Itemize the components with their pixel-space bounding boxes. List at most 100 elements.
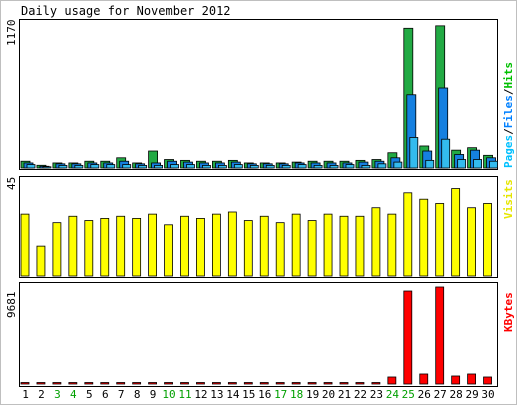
- visits-bar-day-26: [419, 198, 429, 277]
- pages-bar-day-11: [186, 164, 195, 169]
- kbytes-bar-day-18: [291, 382, 301, 385]
- kbytes-bar-day-8: [132, 382, 142, 385]
- day-label-5: 5: [86, 388, 93, 401]
- visits-bar-day-8: [132, 217, 142, 277]
- visits-bar-day-23: [371, 207, 381, 277]
- pages-bar-day-4: [74, 165, 84, 169]
- day-label-24: 24: [386, 388, 400, 401]
- kbytes-legend: KBytes: [502, 292, 515, 332]
- visits-bar-day-9: [148, 213, 158, 277]
- visits-bar-day-30: [483, 203, 492, 277]
- pages-bar-day-6: [106, 164, 116, 169]
- kbytes-bar-day-10: [164, 382, 173, 385]
- pages-bar-day-27: [441, 138, 451, 169]
- kbytes-bar-day-20: [323, 382, 333, 385]
- pages-bar-day-25: [409, 137, 419, 169]
- day-label-21: 21: [338, 388, 351, 401]
- day-label-11: 11: [178, 388, 191, 401]
- pages-bar-day-24: [393, 161, 403, 169]
- visits-bar-day-25: [403, 192, 413, 277]
- pages-bar-day-8: [138, 165, 148, 169]
- day-label-19: 19: [306, 388, 319, 401]
- day-label-6: 6: [102, 388, 109, 401]
- visits-bar-day-13: [211, 213, 221, 277]
- kbytes-bar-day-29: [467, 373, 477, 385]
- pages-bar-day-9: [154, 165, 164, 169]
- pages-bar-day-7: [122, 164, 132, 169]
- day-label-17: 17: [274, 388, 287, 401]
- kbytes-bar-day-1: [20, 382, 30, 385]
- visits-bar-day-5: [84, 220, 94, 277]
- day-label-23: 23: [370, 388, 383, 401]
- day-label-8: 8: [134, 388, 141, 401]
- visits-bar-day-21: [339, 215, 349, 277]
- kbytes-bar-day-4: [68, 382, 78, 385]
- legend-sep-1: /: [502, 128, 515, 135]
- kbytes-bar-day-19: [307, 382, 317, 385]
- day-label-10: 10: [162, 388, 175, 401]
- day-label-4: 4: [70, 388, 77, 401]
- day-label-7: 7: [118, 388, 125, 401]
- kbytes-bar-day-5: [84, 382, 94, 385]
- day-label-2: 2: [38, 388, 45, 401]
- day-label-25: 25: [402, 388, 415, 401]
- pages-bar-day-18: [297, 164, 307, 169]
- kbytes-bar-day-16: [259, 382, 269, 385]
- visits-bar-day-18: [291, 213, 301, 277]
- hits-legend: Pages/Files/Hits: [502, 62, 515, 168]
- pages-bar-day-26: [425, 159, 435, 169]
- legend-hits: Hits: [502, 62, 515, 89]
- kbytes-bar-day-26: [419, 373, 429, 385]
- visits-bar-day-6: [100, 217, 110, 277]
- visits-bar-day-10: [164, 224, 173, 277]
- pages-bar-day-22: [361, 165, 371, 169]
- day-label-22: 22: [354, 388, 367, 401]
- day-label-27: 27: [434, 388, 447, 401]
- legend-files: Files: [502, 95, 515, 128]
- day-label-28: 28: [450, 388, 463, 401]
- kbytes-bar-day-23: [371, 382, 381, 385]
- hits-bars: [20, 25, 498, 169]
- day-label-18: 18: [290, 388, 303, 401]
- visits-bar-day-22: [355, 215, 365, 277]
- chart-title: Daily usage for November 2012: [21, 4, 231, 18]
- visits-bar-day-7: [116, 215, 126, 277]
- legend-sep-2: /: [502, 88, 515, 95]
- kbytes-bar-day-27: [435, 286, 445, 385]
- day-label-14: 14: [226, 388, 240, 401]
- kbytes-bar-day-28: [451, 375, 461, 385]
- visits-bar-day-19: [307, 220, 317, 277]
- day-labels: 1 2 3 4 5 6 7 8 9 10 11 12 13 14 15 16 17 18 19 20 21 22 23 24 2…: [22, 388, 494, 401]
- kbytes-bar-day-25: [403, 290, 413, 385]
- day-label-15: 15: [242, 388, 255, 401]
- visits-bar-day-20: [323, 213, 333, 277]
- pages-bar-day-12: [202, 165, 211, 169]
- day-label-20: 20: [322, 388, 335, 401]
- visits-bar-day-2: [36, 245, 46, 277]
- kbytes-bar-day-7: [116, 382, 126, 385]
- visits-bar-day-24: [387, 213, 397, 277]
- kbytes-bar-day-22: [355, 382, 365, 385]
- pages-bar-day-17: [281, 165, 291, 169]
- kbytes-ymax-label: 9681: [5, 292, 18, 319]
- day-label-16: 16: [258, 388, 271, 401]
- kbytes-bar-day-17: [275, 382, 285, 385]
- pages-bar-day-3: [58, 165, 68, 169]
- pages-bar-day-16: [265, 165, 275, 169]
- pages-bar-day-14: [233, 164, 243, 169]
- pages-bar-day-5: [90, 164, 100, 169]
- kbytes-bars: [20, 286, 492, 385]
- visits-bar-day-1: [20, 213, 30, 277]
- pages-bar-day-23: [377, 163, 387, 169]
- kbytes-bar-day-9: [148, 382, 158, 385]
- visits-bar-day-11: [180, 215, 189, 277]
- pages-bar-day-1: [26, 164, 36, 169]
- kbytes-bar-day-2: [36, 382, 46, 385]
- day-label-26: 26: [418, 388, 431, 401]
- kbytes-bar-day-14: [227, 382, 237, 385]
- day-label-3: 3: [54, 388, 61, 401]
- visits-bar-day-4: [68, 215, 78, 277]
- visits-panel: [19, 176, 498, 278]
- kbytes-bar-day-12: [196, 382, 205, 385]
